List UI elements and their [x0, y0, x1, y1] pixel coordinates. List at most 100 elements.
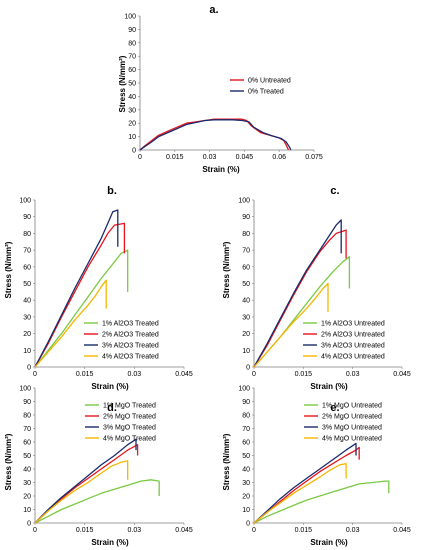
y-axis-title-e: Stress (N/mm²)	[222, 433, 231, 490]
series-line-2	[253, 446, 360, 524]
y-tick-label: 30	[23, 480, 31, 487]
y-tick-label: 10	[128, 134, 136, 141]
x-tick-label: 0	[252, 527, 256, 534]
y-tick-label: 70	[23, 248, 31, 255]
y-axis-title-b: Stress (N/mm²)	[4, 241, 13, 298]
y-axis-title-d: Stress (N/mm²)	[4, 433, 13, 490]
legend-label: 1% Al2O3 Treated	[102, 321, 159, 328]
y-tick-label: 40	[23, 467, 31, 474]
series-line-3	[34, 438, 137, 524]
y-tick-label: 100	[124, 14, 136, 21]
legend: 0% Untreated 0% Treated	[230, 78, 291, 96]
legend-label: 2% Al2O3 Treated	[102, 332, 159, 339]
y-tick-label: 50	[242, 453, 250, 460]
y-tick-label: 20	[242, 331, 250, 338]
x-tick-label: 0.03	[346, 371, 360, 378]
chart-panel-a: a. Strain (%) Stress (N/mm²) 0 10 20 30 40 50…	[118, 4, 323, 174]
legend-label: 4% MgO Treated	[103, 436, 156, 443]
y-tick-label: 40	[242, 467, 250, 474]
y-tick-label: 0	[246, 365, 250, 372]
y-tick-label: 0	[27, 365, 31, 372]
legend: 1% Al2O3 Treated 2% Al2O3 Treated 3% Al2O3…	[84, 321, 159, 361]
x-tick-label: 0.03	[203, 154, 217, 161]
y-tick-label: 0	[246, 521, 250, 528]
y-tick-label: 90	[23, 399, 31, 406]
y-tick-label: 100	[238, 386, 250, 393]
y-tick-label: 0	[132, 148, 136, 155]
y-axis-title-c: Stress (N/mm²)	[222, 241, 231, 298]
legend-label: 4% Al2O3 Untreated	[321, 354, 385, 361]
y-tick-label: 60	[242, 440, 250, 447]
x-tick-label: 0	[33, 527, 37, 534]
y-tick-label: 20	[23, 494, 31, 501]
x-tick-label: 0.03	[346, 527, 360, 534]
legend-label: 2% MgO Untreated	[322, 414, 382, 421]
x-tick-label: 0.015	[295, 527, 313, 534]
x-tick-label: 0.075	[305, 154, 323, 161]
y-axis-title-a: Stress (N/mm²)	[118, 55, 127, 112]
y-tick-label: 90	[128, 27, 136, 34]
legend-label: 1% Al2O3 Untreated	[321, 321, 385, 328]
chart-panel-e: e. Strain (%) Stress (N/mm²) 0 10 20 30 40 50…	[222, 386, 411, 548]
y-tick-label: 30	[128, 107, 136, 114]
chart-panel-b: b. Strain (%) Stress (N/mm²) 0 10 20 30 40 50…	[4, 185, 193, 391]
y-tick-label: 80	[128, 40, 136, 47]
y-tick-label: 20	[128, 121, 136, 128]
x-axis-title-b: Strain (%)	[91, 382, 129, 391]
x-tick-label: 0.045	[175, 527, 193, 534]
y-tick-label: 60	[23, 440, 31, 447]
chart-panel-c: c. Strain (%) Stress (N/mm²) 0 10 20 30 40 50…	[222, 185, 411, 391]
x-tick-label: 0.06	[272, 154, 286, 161]
series-line-4	[253, 282, 329, 368]
y-tick-label: 80	[242, 413, 250, 420]
y-tick-label: 40	[128, 94, 136, 101]
y-tick-label: 70	[23, 426, 31, 433]
y-tick-label: 90	[242, 399, 250, 406]
y-tick-label: 10	[242, 507, 250, 514]
y-tick-label: 50	[128, 81, 136, 88]
y-tick-label: 90	[23, 214, 31, 221]
x-axis-title-c: Strain (%)	[310, 382, 348, 391]
legend-label: 2% MgO Treated	[103, 414, 156, 421]
series-line-4	[34, 460, 129, 524]
legend-label: 1% MgO Treated	[103, 403, 156, 410]
legend: 1% MgO Treated 2% MgO Treated 3% MgO Treat…	[85, 403, 156, 443]
x-tick-label: 0	[252, 371, 256, 378]
y-tick-label: 40	[242, 298, 250, 305]
legend-label: 4% Al2O3 Treated	[102, 354, 159, 361]
x-tick-label: 0.045	[393, 371, 411, 378]
y-tick-label: 30	[23, 314, 31, 321]
legend-label: 1% MgO Untreated	[322, 403, 382, 410]
y-tick-label: 0	[27, 521, 31, 528]
panel-label-a: a.	[209, 4, 218, 16]
legend-label: 3% Al2O3 Untreated	[321, 343, 385, 350]
y-tick-label: 90	[242, 214, 250, 221]
panel-label-b: b.	[107, 185, 117, 197]
y-tick-label: 80	[242, 231, 250, 238]
y-tick-label: 40	[23, 298, 31, 305]
legend-label: 4% MgO Untreated	[322, 436, 382, 443]
x-axis-title-d: Strain (%)	[91, 538, 129, 547]
legend-label: 3% MgO Treated	[103, 425, 156, 432]
legend-label: 0% Treated	[248, 89, 284, 96]
legend-label: 2% Al2O3 Untreated	[321, 332, 385, 339]
y-tick-label: 100	[238, 198, 250, 205]
x-tick-label: 0.03	[128, 371, 142, 378]
chart-panel-d: d. Strain (%) Stress (N/mm²) 0 10 20 30 40 50…	[4, 386, 193, 548]
legend-label: 0% Untreated	[248, 78, 291, 85]
series-line-3	[253, 219, 342, 368]
series-line-2	[34, 222, 126, 368]
y-tick-label: 70	[242, 426, 250, 433]
x-tick-label: 0	[33, 371, 37, 378]
legend-label: 3% MgO Untreated	[322, 425, 382, 432]
y-tick-label: 60	[242, 264, 250, 271]
y-tick-label: 50	[23, 281, 31, 288]
panel-label-d: d.	[107, 402, 117, 414]
y-tick-label: 30	[242, 480, 250, 487]
y-tick-label: 70	[242, 248, 250, 255]
legend: 1% Al2O3 Untreated 2% Al2O3 Untreated 3% A…	[303, 321, 385, 361]
x-axis-title-e: Strain (%)	[310, 538, 348, 547]
legend: 1% MgO Untreated 2% MgO Untreated 3% MgO U…	[304, 403, 382, 443]
